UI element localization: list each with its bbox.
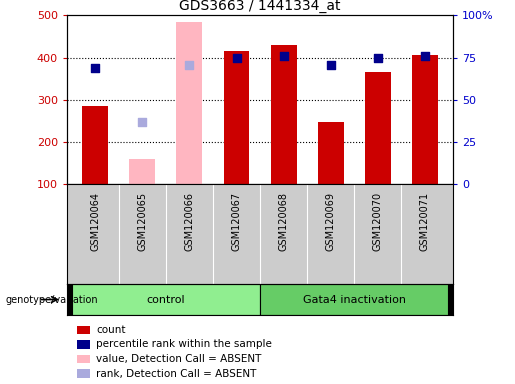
Text: GSM120064: GSM120064 xyxy=(90,192,100,251)
Point xyxy=(421,53,429,60)
Point xyxy=(374,55,382,61)
Bar xyxy=(82,106,108,184)
Bar xyxy=(318,122,344,184)
Point xyxy=(327,62,335,68)
Bar xyxy=(365,73,391,184)
Text: percentile rank within the sample: percentile rank within the sample xyxy=(96,339,272,349)
Text: genotype/variation: genotype/variation xyxy=(5,295,98,305)
Text: GSM120070: GSM120070 xyxy=(373,192,383,252)
Text: control: control xyxy=(147,295,185,305)
Bar xyxy=(260,284,449,315)
Point xyxy=(232,55,241,61)
Point xyxy=(91,65,99,71)
Text: GSM120069: GSM120069 xyxy=(325,192,336,251)
Bar xyxy=(177,22,202,184)
Text: Gata4 inactivation: Gata4 inactivation xyxy=(303,295,406,305)
Point xyxy=(138,119,146,125)
Point xyxy=(185,62,194,68)
Text: GSM120067: GSM120067 xyxy=(232,192,242,252)
Text: rank, Detection Call = ABSENT: rank, Detection Call = ABSENT xyxy=(96,369,256,379)
Bar xyxy=(412,56,438,184)
Bar xyxy=(129,159,155,184)
Text: GSM120065: GSM120065 xyxy=(138,192,147,252)
Bar xyxy=(224,51,249,184)
Text: count: count xyxy=(96,325,126,335)
Text: GSM120068: GSM120068 xyxy=(279,192,288,251)
Text: value, Detection Call = ABSENT: value, Detection Call = ABSENT xyxy=(96,354,262,364)
Title: GDS3663 / 1441334_at: GDS3663 / 1441334_at xyxy=(179,0,341,13)
Bar xyxy=(271,45,297,184)
Point xyxy=(280,53,288,60)
Text: GSM120066: GSM120066 xyxy=(184,192,195,251)
Text: GSM120071: GSM120071 xyxy=(420,192,430,252)
Bar xyxy=(72,284,260,315)
